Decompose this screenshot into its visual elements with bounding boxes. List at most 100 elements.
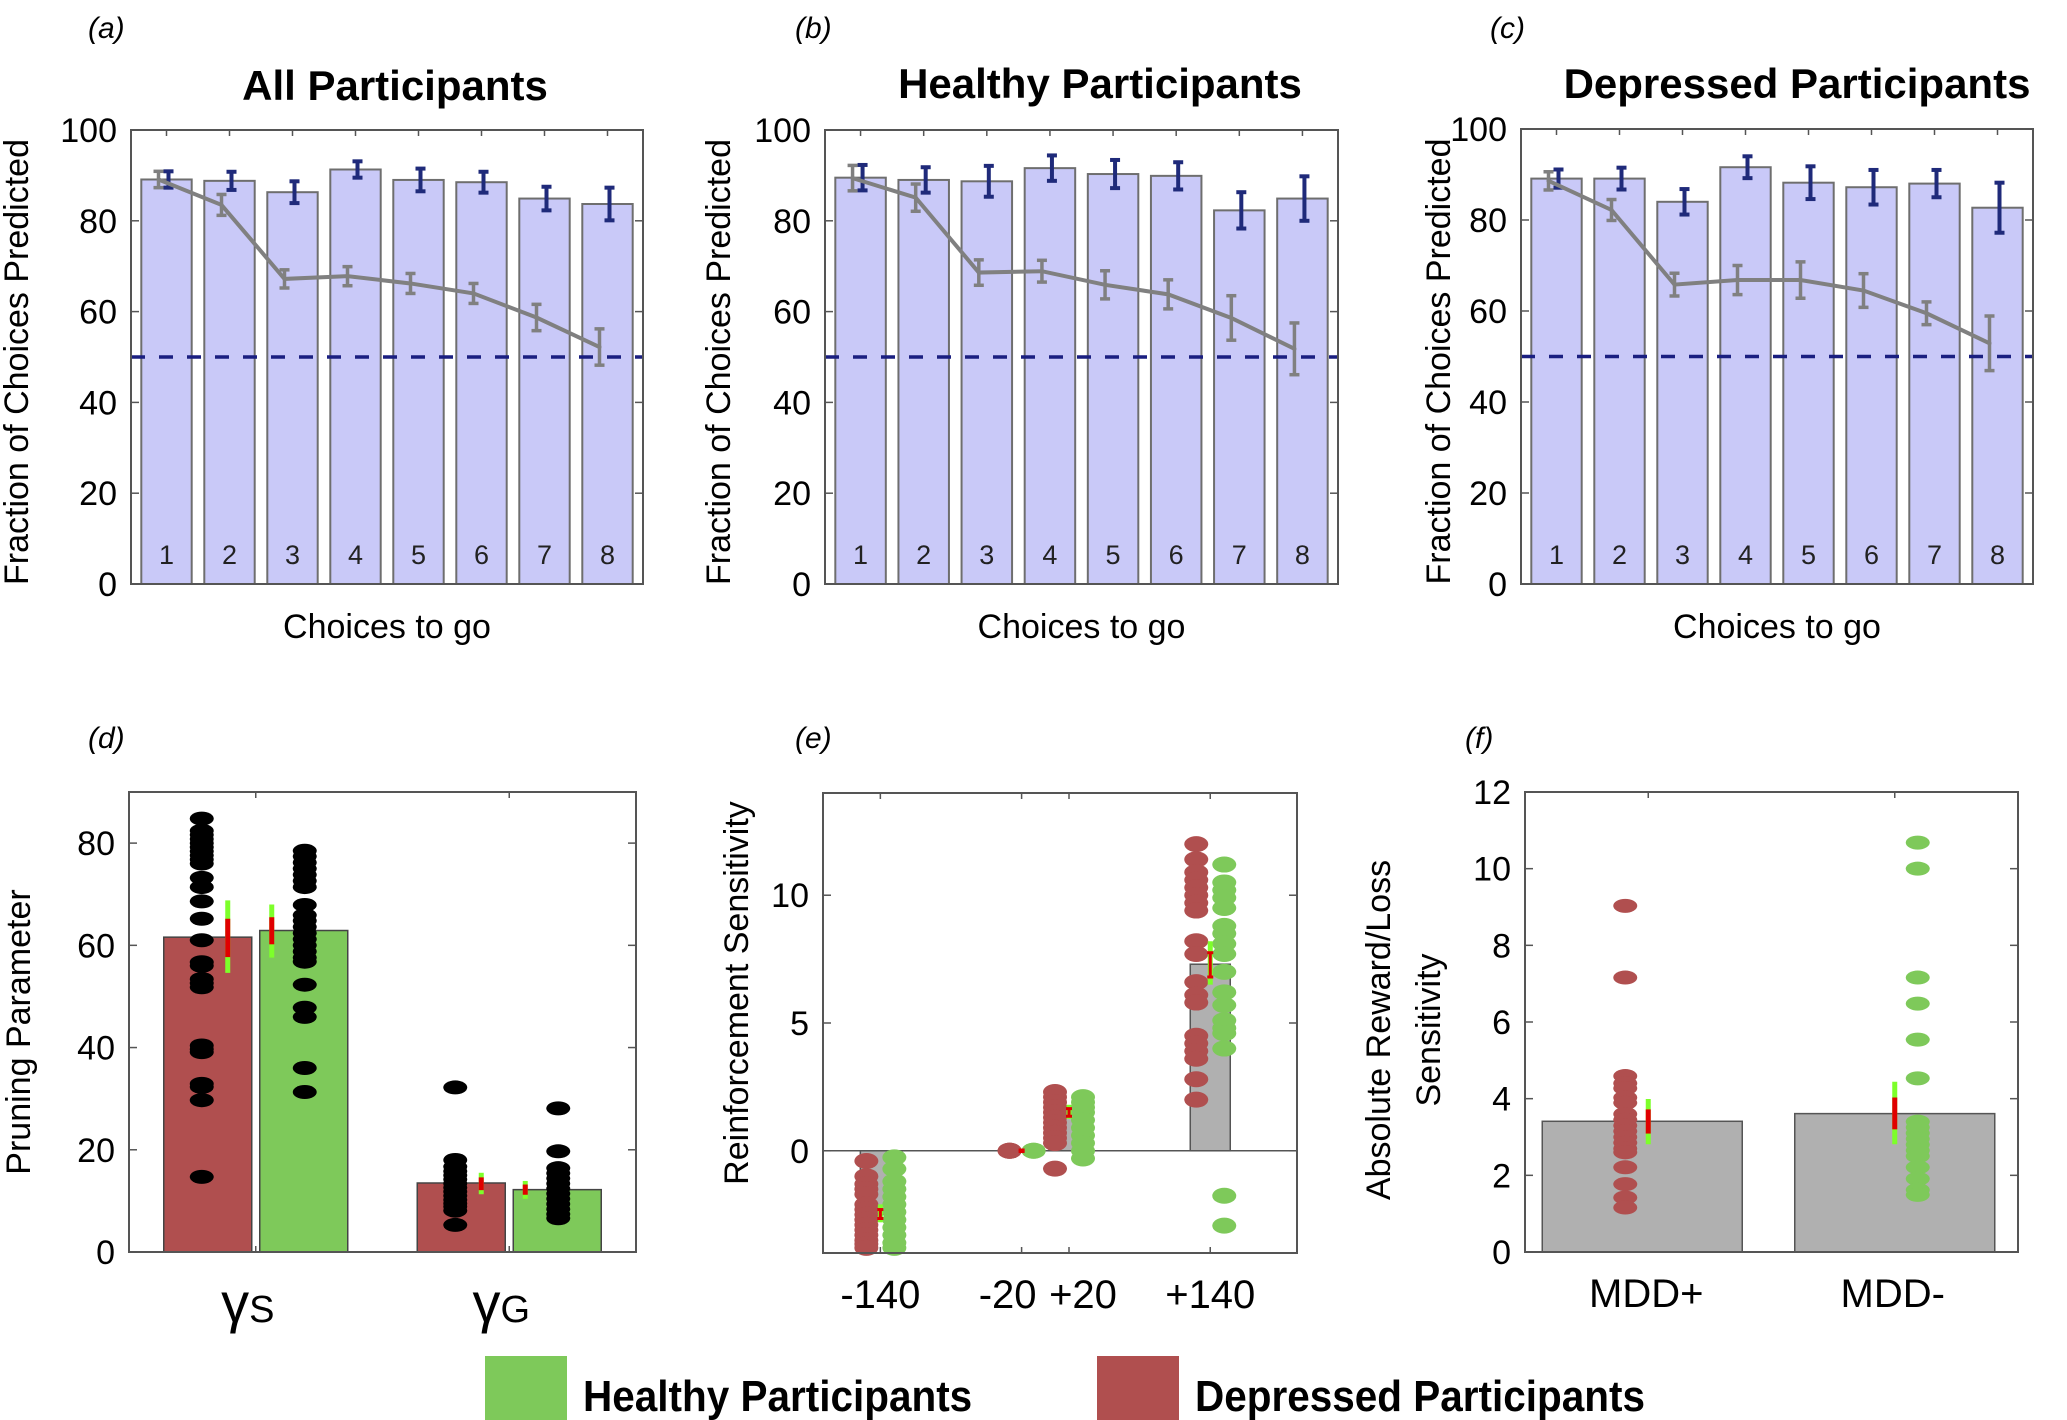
y-tick-label: 12 [1473, 774, 1511, 812]
y-tick-label: 40 [77, 1030, 115, 1068]
data-point-healthy [1212, 1187, 1237, 1204]
category-label: 6 [1169, 540, 1184, 570]
y-tick-label: 20 [773, 475, 811, 513]
panel-label: (e) [795, 722, 832, 755]
data-point [443, 1080, 468, 1095]
data-point [292, 1061, 317, 1075]
category-label: 2 [1612, 540, 1627, 570]
axes-frame [130, 129, 644, 585]
category-label: 7 [1927, 540, 1942, 570]
category-label: 7 [537, 540, 552, 570]
data-point-depressed [1184, 1050, 1209, 1067]
panel-label: (c) [1490, 12, 1525, 45]
data-point-depressed [1184, 902, 1209, 919]
data-point-healthy [1905, 970, 1930, 985]
category-label: 1 [853, 540, 868, 570]
data-point [189, 958, 214, 973]
data-point [189, 980, 214, 995]
bar [1845, 186, 1898, 586]
bar [1276, 197, 1329, 586]
data-point [546, 1101, 571, 1116]
panel-label: (b) [795, 12, 832, 45]
category-label: 1 [159, 540, 174, 570]
category-label: 3 [979, 540, 994, 570]
bar [1530, 177, 1583, 585]
y-axis-label: Fraction of Choices Predicted [1420, 139, 1458, 585]
line-point [408, 281, 413, 286]
data-point-healthy [1212, 1217, 1237, 1234]
line-point [1924, 311, 1929, 316]
y-tick-label: 0 [790, 1133, 809, 1171]
data-point [292, 880, 317, 895]
data-point-healthy [1021, 1142, 1046, 1159]
data-point-depressed [1184, 946, 1209, 962]
category-label: 5 [1106, 540, 1121, 570]
category-label: 2 [916, 540, 931, 570]
panel-title: Depressed Participants [1564, 60, 2031, 107]
trend-line [851, 176, 1296, 351]
bar [392, 178, 445, 585]
gamma-symbol: γ [472, 1271, 500, 1334]
bar [834, 176, 887, 585]
y-tick-label: 10 [1473, 851, 1511, 889]
data-point-depressed [1613, 1095, 1638, 1110]
category-label: 1 [1549, 540, 1564, 570]
data-point-healthy [1071, 1150, 1096, 1167]
bar [1593, 177, 1646, 585]
data-point [189, 880, 214, 895]
line-point [850, 176, 855, 181]
data-point-depressed [1613, 1177, 1638, 1192]
data-point-depressed [1184, 836, 1209, 853]
data-point-depressed [1184, 851, 1209, 868]
category-label: 3 [285, 540, 300, 570]
y-tick-label: 100 [754, 112, 811, 150]
data-point-healthy [1212, 997, 1237, 1014]
y-tick-label: 10 [771, 877, 809, 915]
category-label: 6 [1864, 540, 1879, 570]
bar [581, 203, 634, 585]
x-category-label: MDD+ [1589, 1272, 1703, 1316]
data-point-depressed [1184, 1071, 1209, 1088]
bar [203, 179, 256, 586]
category-label: 8 [1990, 540, 2005, 570]
y-tick-label: 0 [96, 1234, 115, 1272]
gamma-symbol: γ [221, 1271, 249, 1334]
gamma-subscript: G [500, 1289, 530, 1331]
data-point-depressed [1613, 1190, 1638, 1205]
data-point-depressed [854, 1153, 879, 1169]
data-point-healthy [1212, 1025, 1237, 1042]
y-tick-label: 20 [1469, 475, 1507, 513]
category-label: 8 [1295, 540, 1310, 570]
data-point [189, 894, 214, 909]
bar [455, 181, 508, 586]
data-point-healthy [882, 1149, 907, 1166]
line-point [1672, 282, 1677, 287]
data-point [292, 897, 317, 912]
data-point-depressed [1613, 1200, 1638, 1215]
category-label: 4 [1738, 540, 1753, 570]
x-category-label: -140 [840, 1273, 920, 1317]
data-point-depressed [1613, 1145, 1638, 1160]
y-tick-label: 80 [77, 825, 115, 863]
legend-label-healthy: Healthy Participants [583, 1372, 973, 1420]
bar [1719, 166, 1772, 585]
x-category-label: -20 [979, 1273, 1037, 1317]
data-point [443, 1203, 468, 1218]
y-tick-label: 2 [1492, 1157, 1511, 1195]
axes-frame [1520, 128, 2034, 585]
data-point-depressed [1184, 933, 1209, 950]
bar [1971, 206, 2024, 585]
panel-label: (f) [1465, 722, 1493, 755]
line-point [597, 345, 602, 350]
y-tick-label: 80 [79, 203, 117, 241]
panel-f: 0 2 4 6 8 10 12 MDD+ MDD- (f) Absolute Reward/Loss… [1360, 722, 2019, 1316]
y-tick-label: 0 [1488, 566, 1507, 604]
legend-label-depressed: Depressed Participants [1195, 1372, 1645, 1420]
line-point [471, 291, 476, 296]
category-label: 8 [600, 540, 615, 570]
data-point-healthy [1905, 1149, 1930, 1164]
line-point [1229, 315, 1234, 320]
data-point-healthy [1212, 1040, 1237, 1057]
y-tick-label: 5 [790, 1005, 809, 1043]
